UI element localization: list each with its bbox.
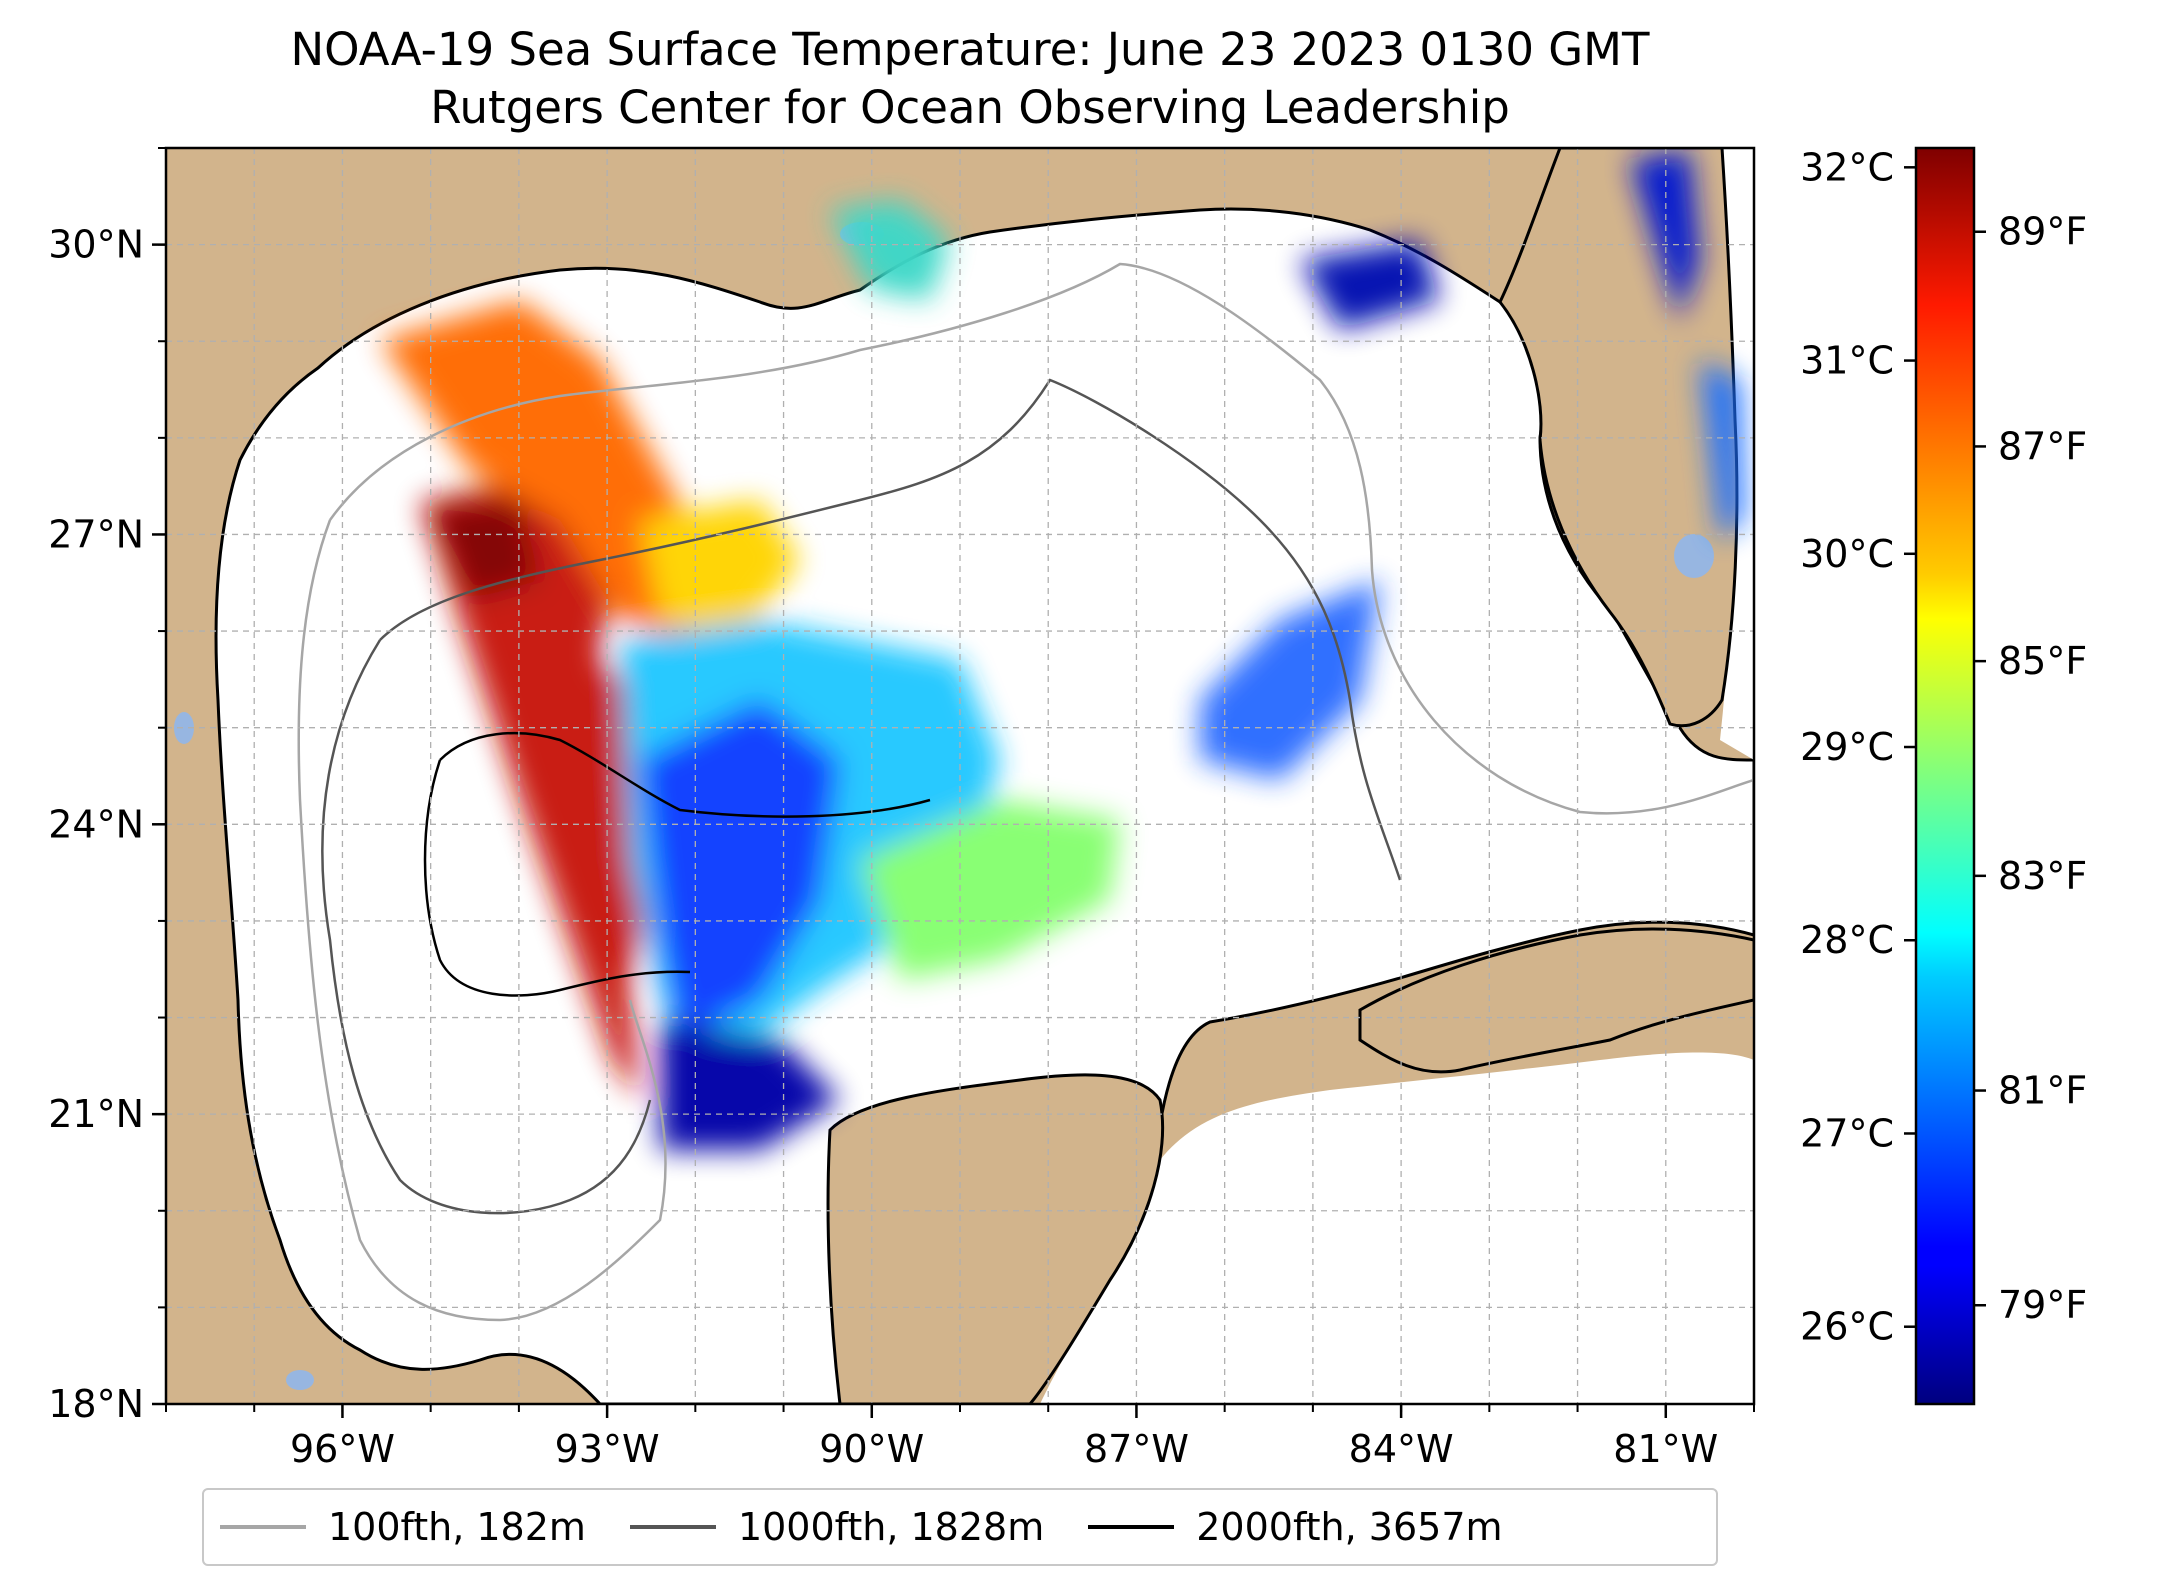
lon-tick-label: 93°W <box>555 1427 660 1471</box>
latitude-axis: 18°N 21°N 24°N 27°N 30°N <box>48 147 166 1426</box>
lat-tick-label: 27°N <box>48 512 144 556</box>
sst-swath-blue-band <box>640 700 840 1040</box>
celsius-tick-label: 30°C <box>1800 532 1894 576</box>
yucatan-peninsula <box>826 1073 1164 1404</box>
lon-tick-label: 96°W <box>290 1427 395 1471</box>
cuba-island <box>1358 927 1754 1074</box>
colorbar <box>1914 146 1976 1406</box>
legend-item-2000fth: 2000fth, 3657m <box>1088 1505 1503 1549</box>
fahrenheit-tick-label: 87°F <box>1998 424 2087 468</box>
celsius-tick-label: 29°C <box>1800 725 1894 769</box>
fahrenheit-tick-label: 85°F <box>1998 639 2087 683</box>
celsius-tick-label: 31°C <box>1800 339 1894 383</box>
celsius-tick-label: 32°C <box>1800 145 1894 189</box>
colorbar-fahrenheit-ticks: 79°F 81°F 83°F 85°F 87°F 89°F <box>1974 210 2087 1327</box>
sst-swath <box>380 150 1744 1150</box>
sst-swath-ms-delta <box>830 200 950 300</box>
lon-tick-label: 87°W <box>1084 1427 1189 1471</box>
lon-tick-label: 81°W <box>1613 1427 1718 1471</box>
gridlines <box>166 148 1754 1404</box>
lake-mx-1 <box>286 1370 314 1390</box>
sst-swath-green-band <box>860 800 1120 980</box>
fahrenheit-tick-label: 81°F <box>1998 1069 2087 1113</box>
colorbar-celsius-ticks: 26°C 27°C 28°C 29°C 30°C 31°C 32°C <box>1800 145 1916 1349</box>
lat-tick-label: 21°N <box>48 1092 144 1136</box>
fahrenheit-tick-label: 79°F <box>1998 1283 2087 1327</box>
celsius-tick-label: 28°C <box>1800 918 1894 962</box>
figure-title: NOAA-19 Sea Surface Temperature: June 23… <box>290 23 1650 76</box>
legend-item-100fth: 100fth, 182m <box>220 1505 586 1549</box>
atlantic-water <box>1700 148 1754 760</box>
legend-item-1000fth: 1000fth, 1828m <box>629 1505 1045 1549</box>
contour-2000fth <box>423 731 931 997</box>
figure-subtitle: Rutgers Center for Ocean Observing Leade… <box>430 81 1510 134</box>
sst-swath-florida-blue <box>1630 150 1700 320</box>
caribbean-water <box>1040 1052 1754 1404</box>
legend-swatch-1000fth <box>629 1525 716 1529</box>
contour-100fth <box>297 262 1754 1322</box>
sst-swath-big-bend <box>1300 240 1440 330</box>
contour-legend: 100fth, 182m 1000fth, 1828m 2000fth, 365… <box>202 1488 1718 1566</box>
legend-label-2000fth: 2000fth, 3657m <box>1196 1505 1503 1549</box>
legend-label-1000fth: 1000fth, 1828m <box>737 1505 1045 1549</box>
sst-swath-florida-east <box>1700 360 1744 540</box>
celsius-tick-label: 27°C <box>1800 1111 1894 1155</box>
legend-swatch-100fth <box>220 1525 306 1529</box>
lon-tick-label: 90°W <box>819 1427 924 1471</box>
lat-tick-label: 24°N <box>48 802 144 846</box>
legend-label-100fth: 100fth, 182m <box>328 1505 586 1549</box>
lon-tick-label: 84°W <box>1349 1427 1454 1471</box>
sst-swath-red-band <box>420 470 660 1100</box>
fahrenheit-tick-label: 83°F <box>1998 854 2087 898</box>
legend-swatch-2000fth <box>1088 1525 1175 1529</box>
sst-swath-blue-east <box>1200 580 1380 780</box>
contour-1000fth <box>321 378 1402 1215</box>
lat-tick-label: 30°N <box>48 223 144 267</box>
sst-swath-navy-band <box>660 1020 840 1150</box>
lake-tx-1 <box>174 712 194 744</box>
longitude-axis: 96°W 93°W 90°W 87°W 84°W 81°W <box>165 1404 1755 1471</box>
lat-tick-label: 18°N <box>48 1382 144 1426</box>
sst-swath-dark-red-band <box>430 500 540 600</box>
lake-okeechobee <box>1674 534 1714 578</box>
fahrenheit-tick-label: 89°F <box>1998 210 2087 254</box>
celsius-tick-label: 26°C <box>1800 1305 1894 1349</box>
